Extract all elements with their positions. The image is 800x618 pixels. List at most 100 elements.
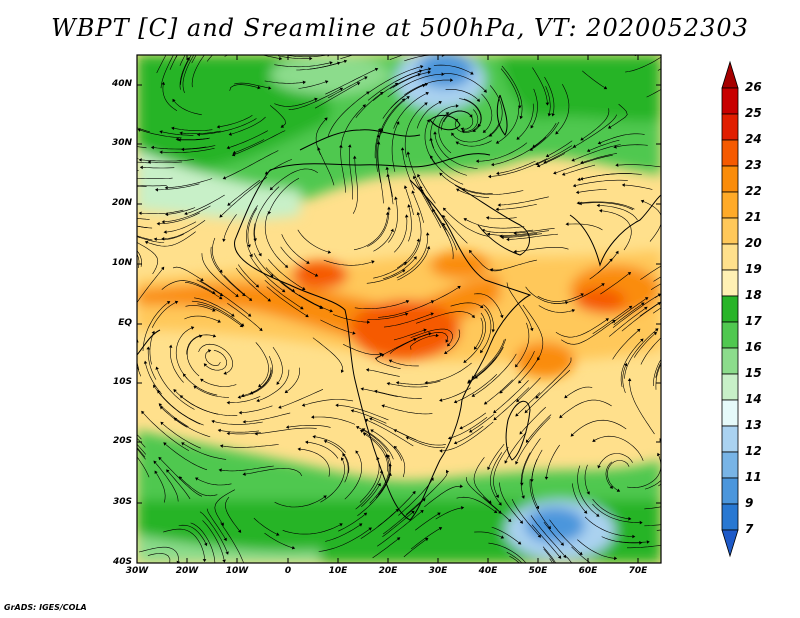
- streamline: [142, 167, 175, 169]
- streamline: [137, 158, 139, 159]
- streamline: [147, 349, 157, 380]
- streamline: [325, 524, 361, 542]
- streamline: [340, 55, 354, 59]
- streamline-arrow: [627, 378, 632, 382]
- streamline: [488, 443, 505, 468]
- streamline: [160, 55, 174, 89]
- streamline: [503, 233, 543, 238]
- streamline: [517, 392, 541, 415]
- streamline: [229, 432, 262, 435]
- streamline: [493, 447, 509, 496]
- streamline-arrow: [517, 541, 522, 545]
- streamline-arrow: [639, 520, 643, 525]
- streamline-arrow: [204, 542, 208, 547]
- streamline-arrow: [441, 72, 445, 76]
- lat-tick-label: 20S: [112, 436, 132, 446]
- streamline-arrow: [519, 431, 523, 435]
- streamline: [481, 308, 492, 351]
- streamline: [252, 369, 272, 393]
- streamline: [253, 517, 277, 535]
- streamline-arrow: [508, 518, 512, 522]
- streamline-arrow: [413, 256, 417, 260]
- streamline: [141, 159, 195, 162]
- streamline: [161, 280, 214, 293]
- streamline: [137, 268, 163, 303]
- plot-frame: [136, 54, 662, 564]
- streamline-arrow: [601, 283, 605, 287]
- streamline: [378, 301, 432, 318]
- streamline: [162, 84, 178, 111]
- streamline-arrow: [388, 359, 393, 363]
- streamline-arrow: [115, 414, 118, 417]
- streamline-arrow: [403, 185, 408, 189]
- streamline: [137, 170, 139, 171]
- streamline: [646, 89, 661, 98]
- streamline: [616, 144, 648, 148]
- streamline: [223, 275, 251, 300]
- colorbar-label: 23: [745, 158, 762, 172]
- streamline: [375, 137, 379, 172]
- colorbar-swatch: [721, 425, 739, 453]
- streamline: [288, 425, 331, 428]
- streamline: [516, 322, 530, 366]
- streamline: [530, 515, 565, 556]
- streamline-arrow: [500, 314, 504, 319]
- streamline-arrow: [237, 529, 242, 533]
- streamline-arrow: [374, 67, 379, 72]
- streamline-arrow: [430, 477, 434, 481]
- streamline-arrow: [517, 105, 522, 109]
- streamline: [372, 538, 399, 559]
- streamline-arrow: [406, 96, 410, 100]
- streamline: [225, 150, 279, 179]
- streamline: [427, 362, 472, 383]
- streamline-arrow: [323, 495, 327, 499]
- streamline-arrow: [116, 237, 120, 240]
- streamline: [557, 83, 570, 133]
- streamline-arrow: [156, 221, 160, 226]
- streamline-arrow: [364, 76, 368, 80]
- streamline-arrow: [495, 207, 499, 212]
- streamline-arrow: [430, 300, 435, 304]
- streamline: [137, 363, 142, 377]
- streamline-arrow: [580, 160, 584, 164]
- streamline: [362, 431, 389, 460]
- streamline: [498, 204, 537, 210]
- colorbar-label: 9: [745, 496, 754, 510]
- credit-text: GrADS: IGES/COLA: [4, 603, 87, 612]
- streamline: [137, 185, 167, 187]
- streamline: [488, 542, 527, 563]
- streamline-arrow: [479, 304, 484, 309]
- streamline-arrow: [207, 34, 210, 38]
- streamline: [471, 414, 495, 432]
- streamline-arrow: [461, 129, 465, 134]
- streamline-arrow: [423, 328, 427, 332]
- streamline: [269, 105, 286, 127]
- streamline-arrow: [121, 176, 124, 180]
- streamline-arrow: [173, 417, 178, 421]
- streamline-arrow: [609, 258, 613, 262]
- colorbar-swatch: [721, 217, 739, 245]
- streamline-arrow: [232, 150, 236, 155]
- streamline-arrow: [483, 401, 488, 405]
- streamline: [465, 312, 487, 362]
- streamline-arrow: [579, 551, 583, 555]
- streamline-arrow: [646, 540, 650, 544]
- streamline-arrow: [151, 330, 155, 335]
- streamline-arrow: [416, 238, 421, 242]
- streamline: [650, 283, 661, 290]
- streamline-arrow: [367, 320, 371, 324]
- streamline: [640, 265, 661, 280]
- streamline-arrow: [460, 127, 464, 131]
- streamline-arrow: [350, 409, 354, 413]
- streamline-arrow: [379, 91, 384, 96]
- streamline: [660, 61, 661, 63]
- lat-tick-label: 10N: [111, 258, 132, 268]
- streamline: [412, 193, 424, 223]
- streamline: [210, 246, 244, 295]
- streamline-arrow: [475, 159, 479, 163]
- streamline-arrow: [219, 214, 223, 218]
- streamline-arrow: [427, 70, 431, 75]
- streamline-arrow: [223, 537, 227, 542]
- streamline-arrow: [146, 346, 150, 350]
- streamline: [353, 214, 388, 251]
